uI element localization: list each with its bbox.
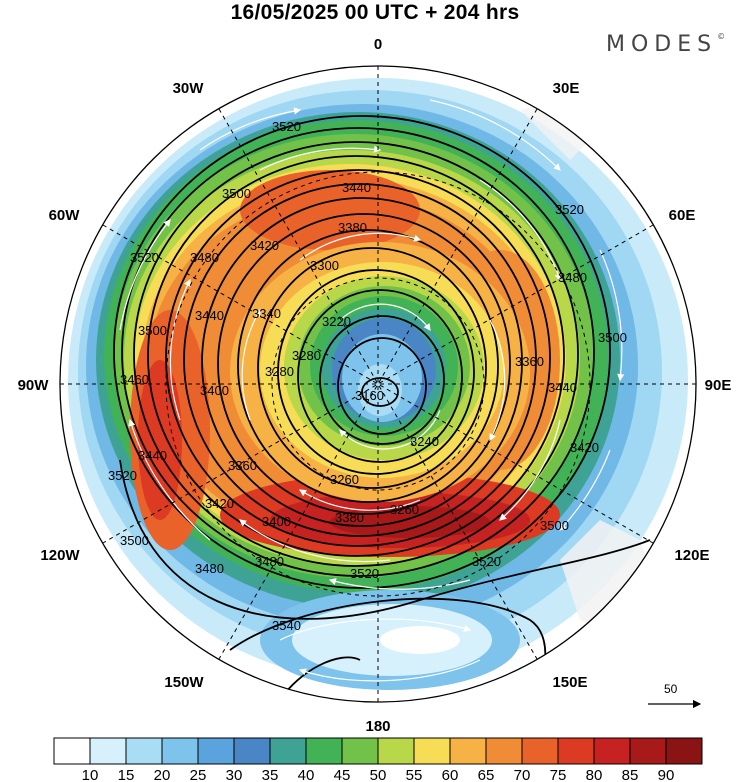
contour-label: 3220: [322, 314, 351, 329]
contour-label: 3280: [292, 348, 321, 363]
contour-label: 3480: [255, 554, 284, 569]
wind-streamlines: [119, 99, 625, 682]
lon-label-60w: 60W: [49, 207, 81, 224]
lon-label-0: 0: [374, 36, 382, 53]
contour-label: 3520: [272, 119, 301, 134]
contour-label: 3420: [570, 440, 599, 455]
lon-label-30w: 30W: [173, 80, 205, 97]
contour-label: 3440: [548, 380, 577, 395]
contour-label: 3240: [410, 434, 439, 449]
lon-label-150w: 150W: [164, 674, 204, 691]
lon-label-120e: 120E: [674, 547, 709, 564]
contour-label: 3500: [120, 533, 149, 548]
copyright-mark: ©: [717, 32, 726, 41]
contour-label: 3500: [222, 186, 251, 201]
contour-label: 3520: [350, 566, 379, 581]
contour-label: 3520: [130, 250, 159, 265]
contour-label: 3280: [265, 364, 294, 379]
contour-label: 3440: [342, 180, 371, 195]
contour-label: 3500: [138, 323, 167, 338]
contour-label: 3300: [310, 258, 339, 273]
lon-label-180: 180: [365, 718, 390, 735]
contour-label: 3520: [108, 468, 137, 483]
contour-label: 3440: [195, 308, 224, 323]
contour-label: 3460: [120, 372, 149, 387]
map-title: 16/05/2025 00 UTC + 204 hrs: [230, 1, 520, 24]
contour-label: 3360: [228, 458, 257, 473]
lon-label-90e: 90E: [705, 377, 732, 394]
map-boundary: [59, 65, 697, 703]
contour-label: 3420: [250, 238, 279, 253]
lon-label-90w: 90W: [18, 377, 50, 394]
lon-label-120w: 120W: [40, 547, 80, 564]
brand-logo: MODES©: [606, 32, 725, 57]
geopotential-contours: [113, 115, 651, 702]
contour-label: 3340: [252, 306, 281, 321]
contour-label: 3260: [330, 472, 359, 487]
contour-label: 3540: [272, 618, 301, 633]
lon-label-30e: 30E: [553, 80, 580, 97]
contour-label: 3520: [555, 202, 584, 217]
wind-reference-label: 50: [664, 682, 678, 696]
contour-label: 3480: [558, 270, 587, 285]
contour-label-group: 3520 3500 3440 3380 3300 3220 3520 3480 …: [108, 119, 627, 633]
contour-label: 3260: [390, 502, 419, 517]
contour-label: 3380: [335, 510, 364, 525]
contour-label: 3400: [200, 383, 229, 398]
contour-label: 3480: [195, 561, 224, 576]
contour-label: 3480: [190, 250, 219, 265]
graticule: [60, 66, 696, 702]
contour-label: 3400: [262, 514, 291, 529]
wind-speed-field: [60, 66, 696, 702]
brand-text: MODES: [606, 32, 718, 57]
contour-label: 3360: [515, 354, 544, 369]
contour-label: 3380: [338, 220, 367, 235]
longitude-labels: 0 30E 60E 90E 120E 150E 180 150W 120W 90…: [18, 36, 732, 735]
lon-label-60e: 60E: [669, 207, 696, 224]
lon-label-150e: 150E: [552, 674, 587, 691]
contour-label: 3440: [138, 448, 167, 463]
contour-label: 3500: [598, 330, 627, 345]
contour-label: 3520: [472, 554, 501, 569]
contour-label: 3420: [205, 496, 234, 511]
contour-label: 3500: [540, 518, 569, 533]
contour-label: 3160: [355, 388, 384, 403]
